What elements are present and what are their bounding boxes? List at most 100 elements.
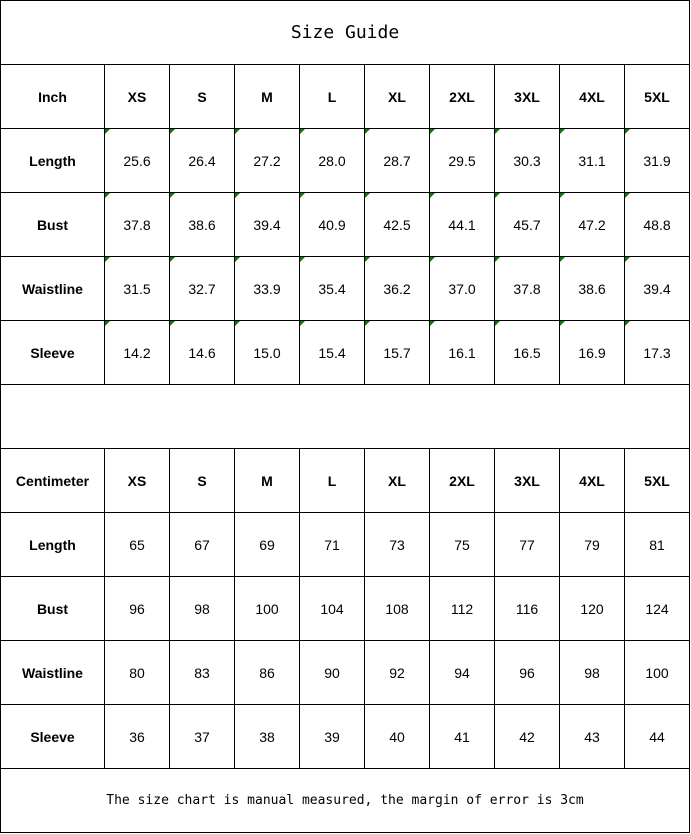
measurement-value: 39.4 — [624, 256, 690, 321]
measurement-value: 108 — [364, 576, 430, 641]
table-row: Bust 96 98 100 104 108 112 116 120 124 — [0, 576, 690, 641]
measurement-value: 71 — [299, 512, 365, 577]
table-row: Sleeve 36 37 38 39 40 41 42 43 44 — [0, 704, 690, 769]
measurement-value: 36 — [104, 704, 170, 769]
measurement-value: 92 — [364, 640, 430, 705]
size-header-M: M — [234, 64, 300, 129]
title-row: Size Guide — [0, 0, 690, 65]
size-header-3XL: 3XL — [494, 448, 560, 513]
measurement-value: 37 — [169, 704, 235, 769]
measurement-value: 124 — [624, 576, 690, 641]
measurement-value: 73 — [364, 512, 430, 577]
measurement-label: Length — [0, 512, 105, 577]
measurement-value: 112 — [429, 576, 495, 641]
measurement-value: 90 — [299, 640, 365, 705]
measurement-value: 98 — [559, 640, 625, 705]
measurement-value: 27.2 — [234, 128, 300, 193]
size-header-2XL: 2XL — [429, 448, 495, 513]
size-header-XL: XL — [364, 448, 430, 513]
inch-header-row: Inch XS S M L XL 2XL 3XL 4XL 5XL — [0, 64, 690, 129]
measurement-value: 31.9 — [624, 128, 690, 193]
measurement-value: 75 — [429, 512, 495, 577]
measurement-value: 79 — [559, 512, 625, 577]
centimeter-header-row: Centimeter XS S M L XL 2XL 3XL 4XL 5XL — [0, 448, 690, 513]
measurement-value: 47.2 — [559, 192, 625, 257]
measurement-value: 96 — [494, 640, 560, 705]
measurement-value: 67 — [169, 512, 235, 577]
measurement-value: 35.4 — [299, 256, 365, 321]
size-header-4XL: 4XL — [559, 64, 625, 129]
measurement-value: 94 — [429, 640, 495, 705]
measurement-value: 28.0 — [299, 128, 365, 193]
measurement-value: 116 — [494, 576, 560, 641]
centimeter-unit-label: Centimeter — [0, 448, 105, 513]
measurement-label: Bust — [0, 576, 105, 641]
measurement-value: 15.0 — [234, 320, 300, 385]
measurement-value: 41 — [429, 704, 495, 769]
table-row: Waistline 80 83 86 90 92 94 96 98 100 — [0, 640, 690, 705]
measurement-value: 77 — [494, 512, 560, 577]
measurement-value: 45.7 — [494, 192, 560, 257]
note-row: The size chart is manual measured, the m… — [0, 768, 690, 833]
measurement-value: 26.4 — [169, 128, 235, 193]
inch-unit-label: Inch — [0, 64, 105, 129]
table-row: Length 65 67 69 71 73 75 77 79 81 — [0, 512, 690, 577]
measurement-value: 15.7 — [364, 320, 430, 385]
measurement-value: 25.6 — [104, 128, 170, 193]
measurement-value: 69 — [234, 512, 300, 577]
size-header-L: L — [299, 448, 365, 513]
measurement-value: 16.9 — [559, 320, 625, 385]
measurement-value: 38 — [234, 704, 300, 769]
measurement-value: 31.1 — [559, 128, 625, 193]
size-header-S: S — [169, 64, 235, 129]
size-header-XS: XS — [104, 448, 170, 513]
size-header-3XL: 3XL — [494, 64, 560, 129]
measurement-value: 43 — [559, 704, 625, 769]
measurement-value: 104 — [299, 576, 365, 641]
measurement-value: 83 — [169, 640, 235, 705]
measurement-value: 39.4 — [234, 192, 300, 257]
measurement-value: 96 — [104, 576, 170, 641]
measurement-value: 80 — [104, 640, 170, 705]
measurement-value: 42.5 — [364, 192, 430, 257]
spacer-row — [0, 384, 690, 449]
size-header-2XL: 2XL — [429, 64, 495, 129]
measurement-label: Waistline — [0, 640, 105, 705]
size-header-5XL: 5XL — [624, 448, 690, 513]
measurement-value: 36.2 — [364, 256, 430, 321]
size-header-4XL: 4XL — [559, 448, 625, 513]
table-row: Waistline 31.5 32.7 33.9 35.4 36.2 37.0 37.8 38.… — [0, 256, 690, 321]
measurement-value: 31.5 — [104, 256, 170, 321]
measurement-value: 44.1 — [429, 192, 495, 257]
size-header-L: L — [299, 64, 365, 129]
measurement-value: 32.7 — [169, 256, 235, 321]
measurement-value: 40.9 — [299, 192, 365, 257]
size-header-XS: XS — [104, 64, 170, 129]
measurement-value: 30.3 — [494, 128, 560, 193]
size-header-XL: XL — [364, 64, 430, 129]
measurement-label: Sleeve — [0, 320, 105, 385]
measurement-value: 86 — [234, 640, 300, 705]
measurement-value: 28.7 — [364, 128, 430, 193]
size-guide-title: Size Guide — [0, 0, 690, 65]
measurement-value: 16.5 — [494, 320, 560, 385]
measurement-value: 42 — [494, 704, 560, 769]
table-row: Bust 37.8 38.6 39.4 40.9 42.5 44.1 45.7 47.2 48.8 — [0, 192, 690, 257]
measurement-value: 40 — [364, 704, 430, 769]
measurement-value: 38.6 — [559, 256, 625, 321]
measurement-value: 38.6 — [169, 192, 235, 257]
measurement-label: Length — [0, 128, 105, 193]
measurement-value: 29.5 — [429, 128, 495, 193]
size-header-S: S — [169, 448, 235, 513]
table-row: Length 25.6 26.4 27.2 28.0 28.7 29.5 30.3 31.1 31… — [0, 128, 690, 193]
measurement-value: 15.4 — [299, 320, 365, 385]
measurement-value: 37.8 — [104, 192, 170, 257]
measurement-value: 48.8 — [624, 192, 690, 257]
measurement-label: Sleeve — [0, 704, 105, 769]
measurement-value: 14.6 — [169, 320, 235, 385]
measurement-value: 33.9 — [234, 256, 300, 321]
measurement-note: The size chart is manual measured, the m… — [0, 768, 690, 833]
measurement-value: 100 — [624, 640, 690, 705]
measurement-value: 81 — [624, 512, 690, 577]
measurement-value: 39 — [299, 704, 365, 769]
